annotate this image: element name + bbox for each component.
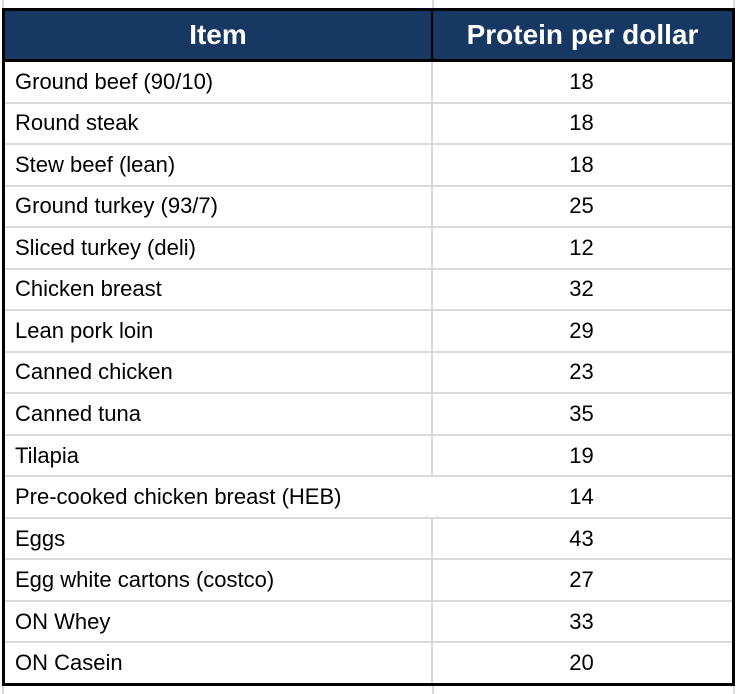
protein-per-dollar-cell[interactable]: 43	[569, 525, 594, 551]
item-cell[interactable]: Canned chicken	[5, 352, 433, 393]
table-row: Stew beef (lean) 18	[5, 143, 732, 185]
item-cell[interactable]: Ground turkey (93/7)	[5, 186, 433, 227]
table-row: Pre-cooked chicken breast (HEB) 14	[5, 475, 732, 517]
table-row: Sliced turkey (deli) 12	[5, 226, 732, 268]
table-body: Ground beef (90/10) 18 Round steak 18 Stew b…	[5, 62, 732, 683]
gridline-stub	[432, 0, 434, 9]
column-header-protein-per-dollar[interactable]: Protein per dollar	[466, 19, 699, 50]
gridline-stub	[2, 685, 4, 694]
table-row: Canned chicken 23	[5, 350, 732, 393]
protein-per-dollar-cell[interactable]: 35	[569, 401, 594, 427]
protein-per-dollar-cell[interactable]: 18	[569, 110, 594, 136]
table-row: Egg white cartons (costco) 27	[5, 558, 732, 600]
item-cell[interactable]: Tilapia	[5, 435, 433, 476]
table-header-row: Item Protein per dollar	[5, 11, 732, 62]
protein-per-dollar-cell[interactable]: 29	[569, 317, 594, 343]
item-cell[interactable]: Egg white cartons (costco)	[5, 560, 433, 600]
item-cell[interactable]: Canned tuna	[5, 394, 433, 434]
table-row: Round steak 18	[5, 101, 732, 144]
protein-per-dollar-cell[interactable]: 33	[569, 608, 594, 634]
protein-per-dollar-cell[interactable]: 23	[569, 359, 594, 385]
table-row: Canned tuna 35	[5, 392, 732, 434]
item-cell[interactable]: Sliced turkey (deli)	[5, 228, 433, 268]
table-row: Tilapia 19	[5, 433, 732, 476]
protein-per-dollar-cell[interactable]: 27	[569, 567, 594, 593]
protein-per-dollar-cell[interactable]: 25	[569, 193, 594, 219]
item-cell[interactable]: Stew beef (lean)	[5, 145, 433, 185]
table-row: Ground turkey (93/7) 25	[5, 184, 732, 227]
table-row: Eggs 43	[5, 516, 732, 559]
protein-per-dollar-table: Item Protein per dollar Ground beef (90/…	[2, 8, 735, 686]
protein-per-dollar-cell[interactable]: 18	[569, 68, 594, 94]
protein-per-dollar-cell[interactable]: 20	[569, 650, 594, 676]
protein-per-dollar-cell[interactable]: 12	[569, 234, 594, 260]
table-row: Lean pork loin 29	[5, 309, 732, 351]
item-cell[interactable]: Eggs	[5, 518, 433, 559]
item-cell[interactable]: Chicken breast	[5, 269, 433, 310]
gridline-stub	[733, 0, 735, 9]
table-row: ON Whey 33	[5, 599, 732, 642]
item-cell[interactable]: ON Casein	[5, 643, 433, 683]
table-row: ON Casein 20	[5, 641, 732, 683]
table-row: Ground beef (90/10) 18	[5, 62, 732, 102]
item-cell[interactable]: Round steak	[5, 103, 433, 144]
table-row: Chicken breast 32	[5, 267, 732, 310]
protein-per-dollar-cell[interactable]: 18	[569, 151, 594, 177]
protein-per-dollar-cell[interactable]: 19	[569, 442, 594, 468]
protein-per-dollar-cell[interactable]: 32	[569, 276, 594, 302]
item-cell[interactable]: Lean pork loin	[5, 311, 433, 351]
gridline-stub	[733, 685, 735, 694]
gridline-stub	[432, 685, 434, 694]
column-header-item[interactable]: Item	[5, 11, 433, 59]
gridline-stub	[2, 0, 4, 9]
item-cell[interactable]: ON Whey	[5, 601, 433, 642]
protein-per-dollar-cell[interactable]: 14	[569, 484, 594, 510]
item-cell[interactable]: Ground beef (90/10)	[5, 62, 433, 102]
item-cell[interactable]: Pre-cooked chicken breast (HEB)	[15, 484, 342, 510]
